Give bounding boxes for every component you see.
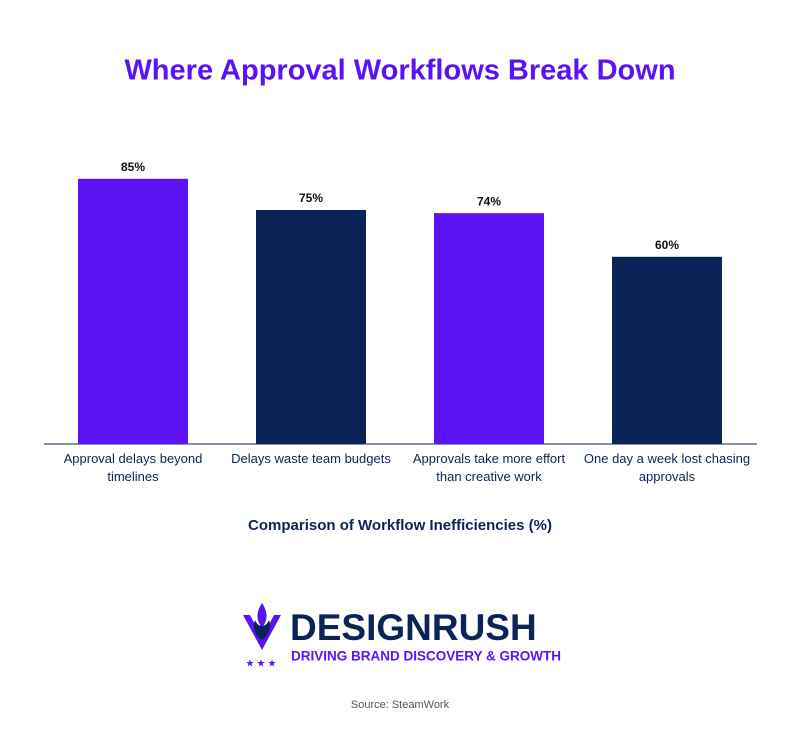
source: Source: SteamWork bbox=[351, 699, 450, 711]
x-tick-label: Approvals take more effort than creative… bbox=[412, 451, 566, 484]
value-label: 60% bbox=[655, 238, 679, 252]
value-label: 74% bbox=[477, 194, 501, 208]
x-tick-label: Delays waste team budgets bbox=[231, 451, 391, 466]
value-label: 75% bbox=[299, 191, 323, 205]
x-tick-label: Approval delays beyond timelines bbox=[63, 451, 203, 484]
x-axis-title: Comparison of Workflow Inefficiencies (%… bbox=[248, 517, 552, 534]
svg-text:★★★: ★★★ bbox=[246, 659, 279, 670]
bar bbox=[256, 210, 366, 444]
bar bbox=[434, 213, 544, 444]
brand-name: DESIGNRUSH bbox=[290, 607, 537, 648]
brand-tagline: DRIVING BRAND DISCOVERY & GROWTH bbox=[291, 649, 561, 664]
logo-icon: ★★★ bbox=[243, 603, 281, 670]
x-tick-label: One day a week lost chasing approvals bbox=[583, 451, 751, 484]
bar bbox=[612, 256, 722, 444]
value-label: 85% bbox=[121, 160, 145, 174]
bar bbox=[78, 178, 188, 445]
chart-title: Where Approval Workflows Break Down bbox=[124, 55, 675, 87]
